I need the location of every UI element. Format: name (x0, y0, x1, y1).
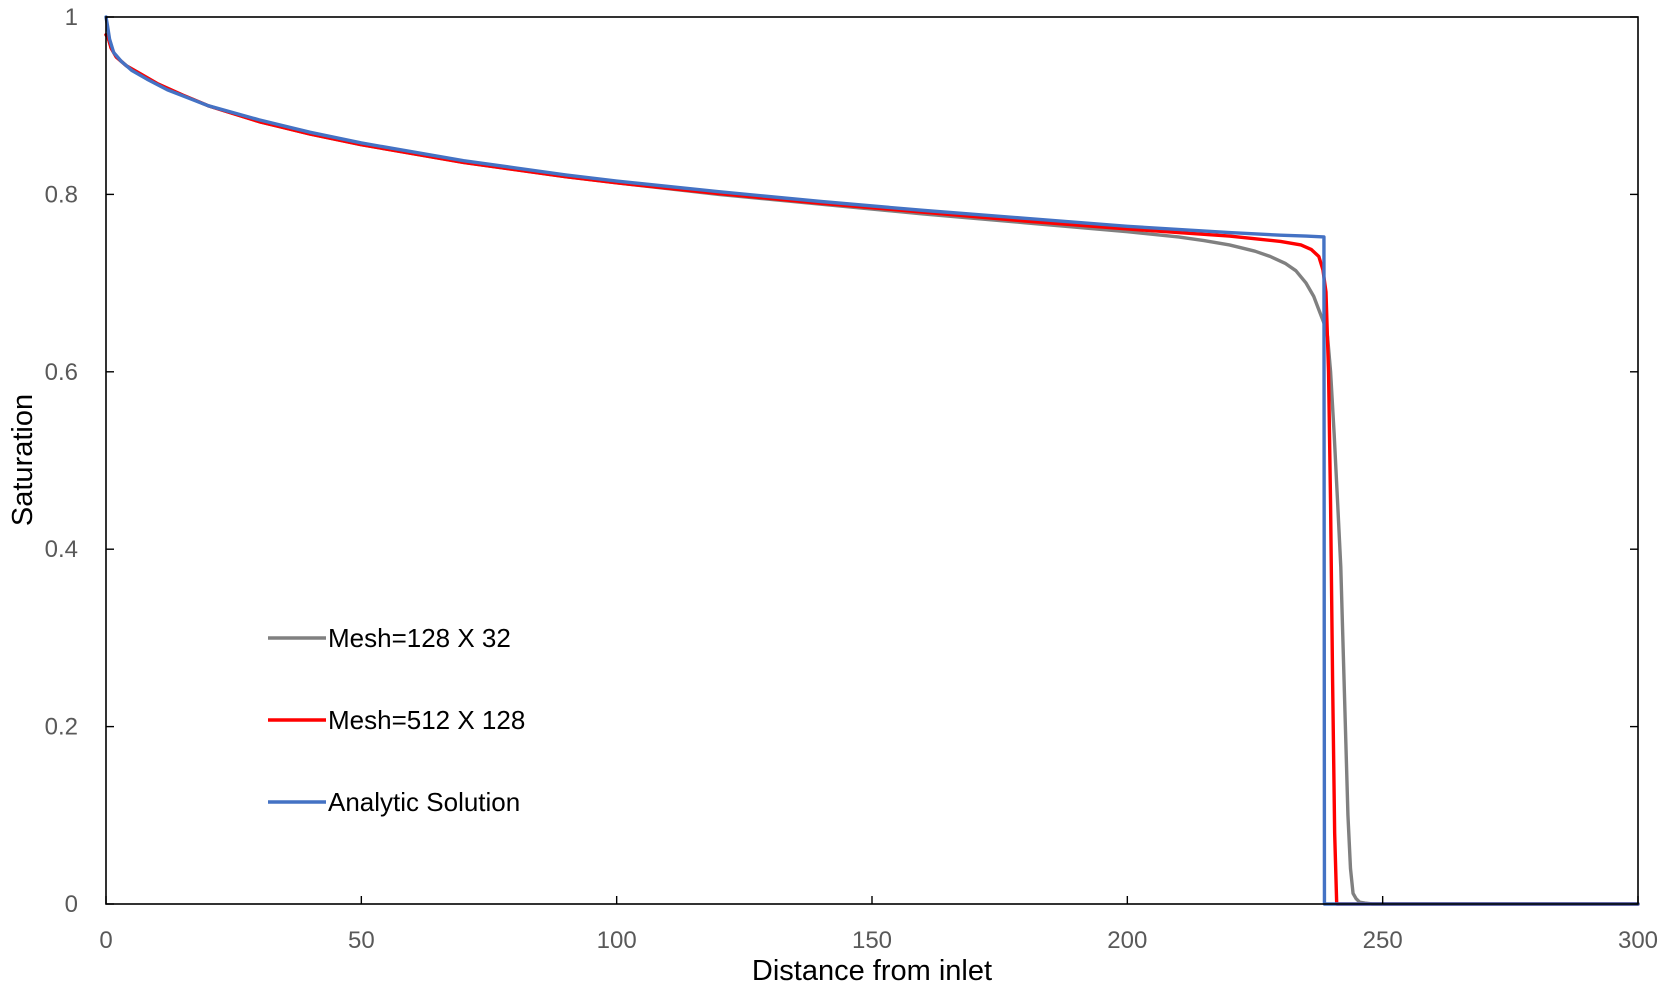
series-line-1 (104, 33, 1640, 906)
y-tick-label: 1 (65, 4, 78, 31)
x-tick-label: 0 (99, 927, 112, 954)
x-tick-label: 300 (1618, 927, 1658, 954)
x-tick-label: 150 (852, 927, 892, 954)
legend: Mesh=128 X 32 Mesh=512 X 128 Analytic Solu… (268, 623, 525, 817)
x-tick-label: 50 (348, 927, 375, 954)
series-lines (104, 15, 1640, 906)
x-axis-title: Distance from inlet (752, 955, 992, 987)
x-tick-label: 250 (1363, 927, 1403, 954)
y-tick-label: 0.8 (45, 181, 78, 208)
series-line-2 (104, 33, 1640, 906)
y-axis-title: Saturation (7, 394, 39, 526)
legend-label: Mesh=512 X 128 (328, 705, 525, 735)
tick-labels: 0 50 100 150 200 250 300 0 0.2 0.4 0.6 0.8 1 (45, 4, 1658, 954)
y-tick-label: 0.4 (45, 536, 78, 563)
legend-label: Analytic Solution (328, 787, 520, 817)
x-tick-label: 100 (597, 927, 637, 954)
x-tick-label: 200 (1107, 927, 1147, 954)
y-tick-label: 0 (65, 891, 78, 918)
axis-ticks (105, 16, 1639, 905)
y-tick-label: 0.6 (45, 359, 78, 386)
y-tick-label: 0.2 (45, 714, 78, 741)
legend-label: Mesh=128 X 32 (328, 623, 511, 653)
plot-area-frame (105, 16, 1639, 905)
series-line-3 (104, 15, 1640, 906)
